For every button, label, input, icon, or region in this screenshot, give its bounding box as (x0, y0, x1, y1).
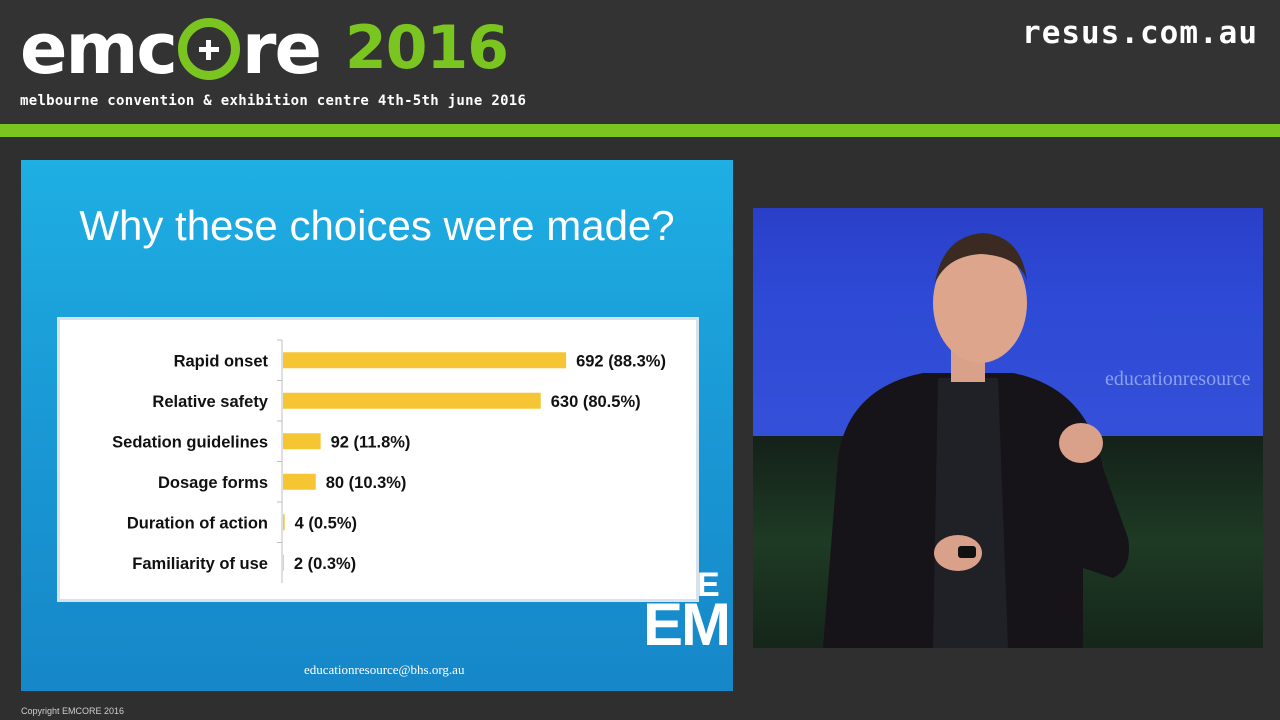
site-url: resus.com.au (1022, 15, 1258, 51)
data-label: 692 (88.3%) (576, 352, 666, 370)
logo-year: 2016 (345, 13, 509, 83)
presentation-slide: Why these choices were made? Rapid onset… (21, 160, 733, 691)
data-label: 80 (10.3%) (326, 474, 407, 492)
category-label: Rapid onset (174, 352, 269, 370)
speaker-figure (823, 233, 1129, 648)
data-label: 630 (80.5%) (551, 393, 641, 411)
data-label: 92 (11.8%) (331, 433, 411, 451)
bar (283, 433, 321, 450)
bar (283, 554, 284, 571)
category-label: Familiarity of use (132, 555, 268, 573)
data-label: 2 (0.3%) (294, 555, 356, 573)
logo-text-left: emc (20, 8, 178, 90)
header-banner: emc re 2016 melbourne convention & exhib… (0, 0, 1280, 125)
category-label: Sedation guidelines (112, 433, 268, 451)
header-divider (0, 124, 1280, 137)
copyright-notice: Copyright EMCORE 2016 (21, 706, 125, 716)
slide-email: educationresource@bhs.org.au (304, 662, 465, 677)
bar (283, 392, 541, 409)
category-label: Relative safety (152, 393, 268, 411)
bar (283, 352, 567, 369)
data-label: 4 (0.5%) (295, 514, 357, 532)
logo-text-right: re (241, 8, 322, 90)
emcore-logo: emc re (20, 8, 322, 90)
screen-watermark: educationresource (1105, 368, 1251, 390)
bar (283, 514, 285, 531)
category-label: Duration of action (127, 514, 268, 532)
bar-chart: Rapid onset 692 (88.3%) Relative safety 630… (112, 339, 666, 583)
speaker-video: educationresource (753, 208, 1263, 648)
em-logo-fragment: E (697, 566, 720, 604)
logo-plus-icon (177, 18, 240, 80)
category-label: Dosage forms (158, 474, 268, 492)
bar-chart-panel: Rapid onset 692 (88.3%) Relative safety 630… (57, 317, 699, 602)
em-logo: EM (643, 591, 731, 658)
bar (283, 473, 316, 490)
event-subtitle: melbourne convention & exhibition centre… (20, 93, 527, 109)
slide-title: Why these choices were made? (79, 202, 675, 249)
